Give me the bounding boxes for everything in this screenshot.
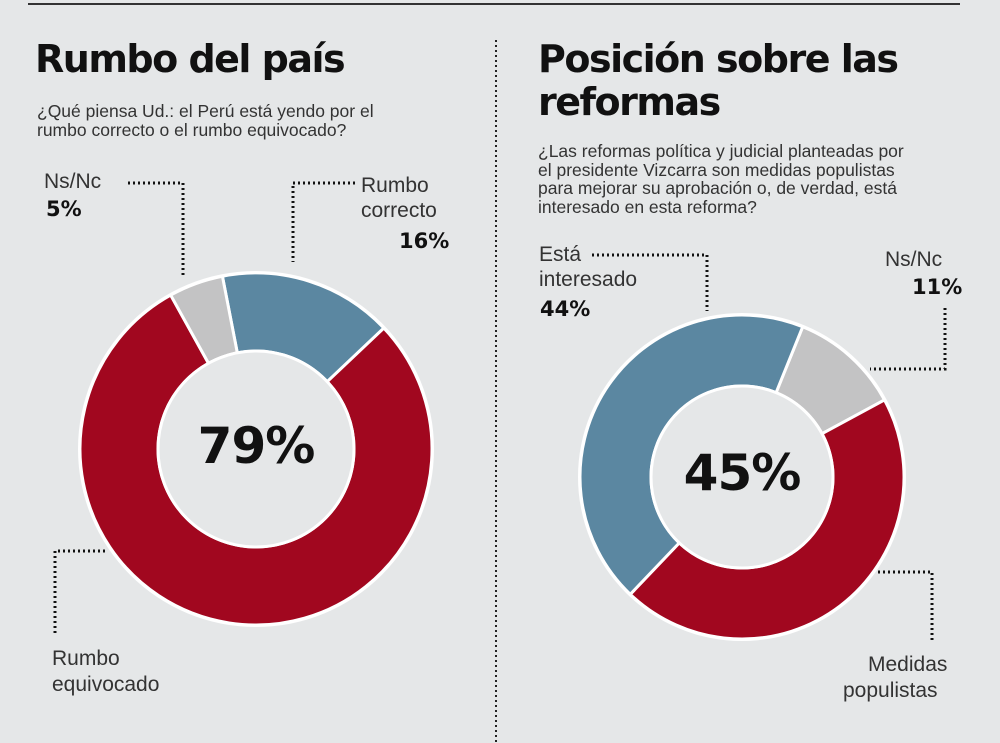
label-medidas-populistas-2: populistas bbox=[843, 679, 938, 702]
title-line: Posición sobre las bbox=[538, 37, 899, 81]
label-rumbo-equivocado-2: equivocado bbox=[52, 673, 160, 696]
question-line: el presidente Vizcarra son medidas popul… bbox=[538, 159, 895, 180]
donut-rumbo-del-pais bbox=[78, 271, 434, 627]
leader-line-medidas-populistas bbox=[878, 570, 934, 643]
right-chart-title: Posición sobre las reformas bbox=[538, 37, 899, 124]
label-nsnc-left: Ns/Nc bbox=[44, 170, 102, 193]
leader-line-nsnc-left bbox=[128, 181, 185, 275]
value-rumbo-correcto: 16% bbox=[399, 229, 450, 253]
center-value-right: 45% bbox=[683, 444, 802, 502]
label-rumbo-equivocado-1: Rumbo bbox=[52, 647, 120, 670]
left-chart-question: ¿Qué piensa Ud.: el Perú está yendo por … bbox=[37, 102, 374, 139]
label-rumbo-correcto-1: Rumbo bbox=[361, 174, 429, 197]
label-nsnc-right: Ns/Nc bbox=[885, 248, 943, 271]
question-line: rumbo correcto o el rumbo equivocado? bbox=[37, 119, 347, 140]
leader-line-nsnc-right bbox=[870, 308, 947, 371]
donut-hole bbox=[649, 384, 835, 570]
label-esta-interesado-2: interesado bbox=[539, 268, 638, 291]
question-line: interesado en esta reforma? bbox=[538, 196, 757, 217]
value-esta-interesado: 44% bbox=[540, 297, 591, 321]
donut-hole bbox=[156, 349, 356, 549]
leader-line-rumbo-correcto bbox=[291, 181, 355, 262]
donut-posicion-reformas bbox=[578, 313, 906, 641]
left-chart-title: Rumbo del país bbox=[35, 37, 346, 81]
leader-line-rumbo-equivocado bbox=[53, 549, 106, 633]
question-line: para mejorar su aprobación o, de verdad,… bbox=[538, 178, 897, 198]
leader-line-esta-interesado bbox=[592, 253, 709, 311]
label-rumbo-correcto-2: correcto bbox=[361, 199, 437, 222]
center-value-left: 79% bbox=[197, 417, 316, 475]
right-chart-question: ¿Las reformas política y judicial plante… bbox=[538, 142, 904, 216]
title-line: reformas bbox=[538, 80, 721, 124]
value-nsnc-left: 5% bbox=[46, 197, 82, 221]
question-line: ¿Las reformas política y judicial plante… bbox=[538, 141, 904, 161]
question-line: ¿Qué piensa Ud.: el Perú está yendo por … bbox=[37, 101, 374, 121]
label-medidas-populistas-1: Medidas bbox=[868, 653, 948, 676]
label-esta-interesado-1: Está bbox=[539, 243, 582, 266]
value-nsnc-right: 11% bbox=[912, 275, 963, 299]
